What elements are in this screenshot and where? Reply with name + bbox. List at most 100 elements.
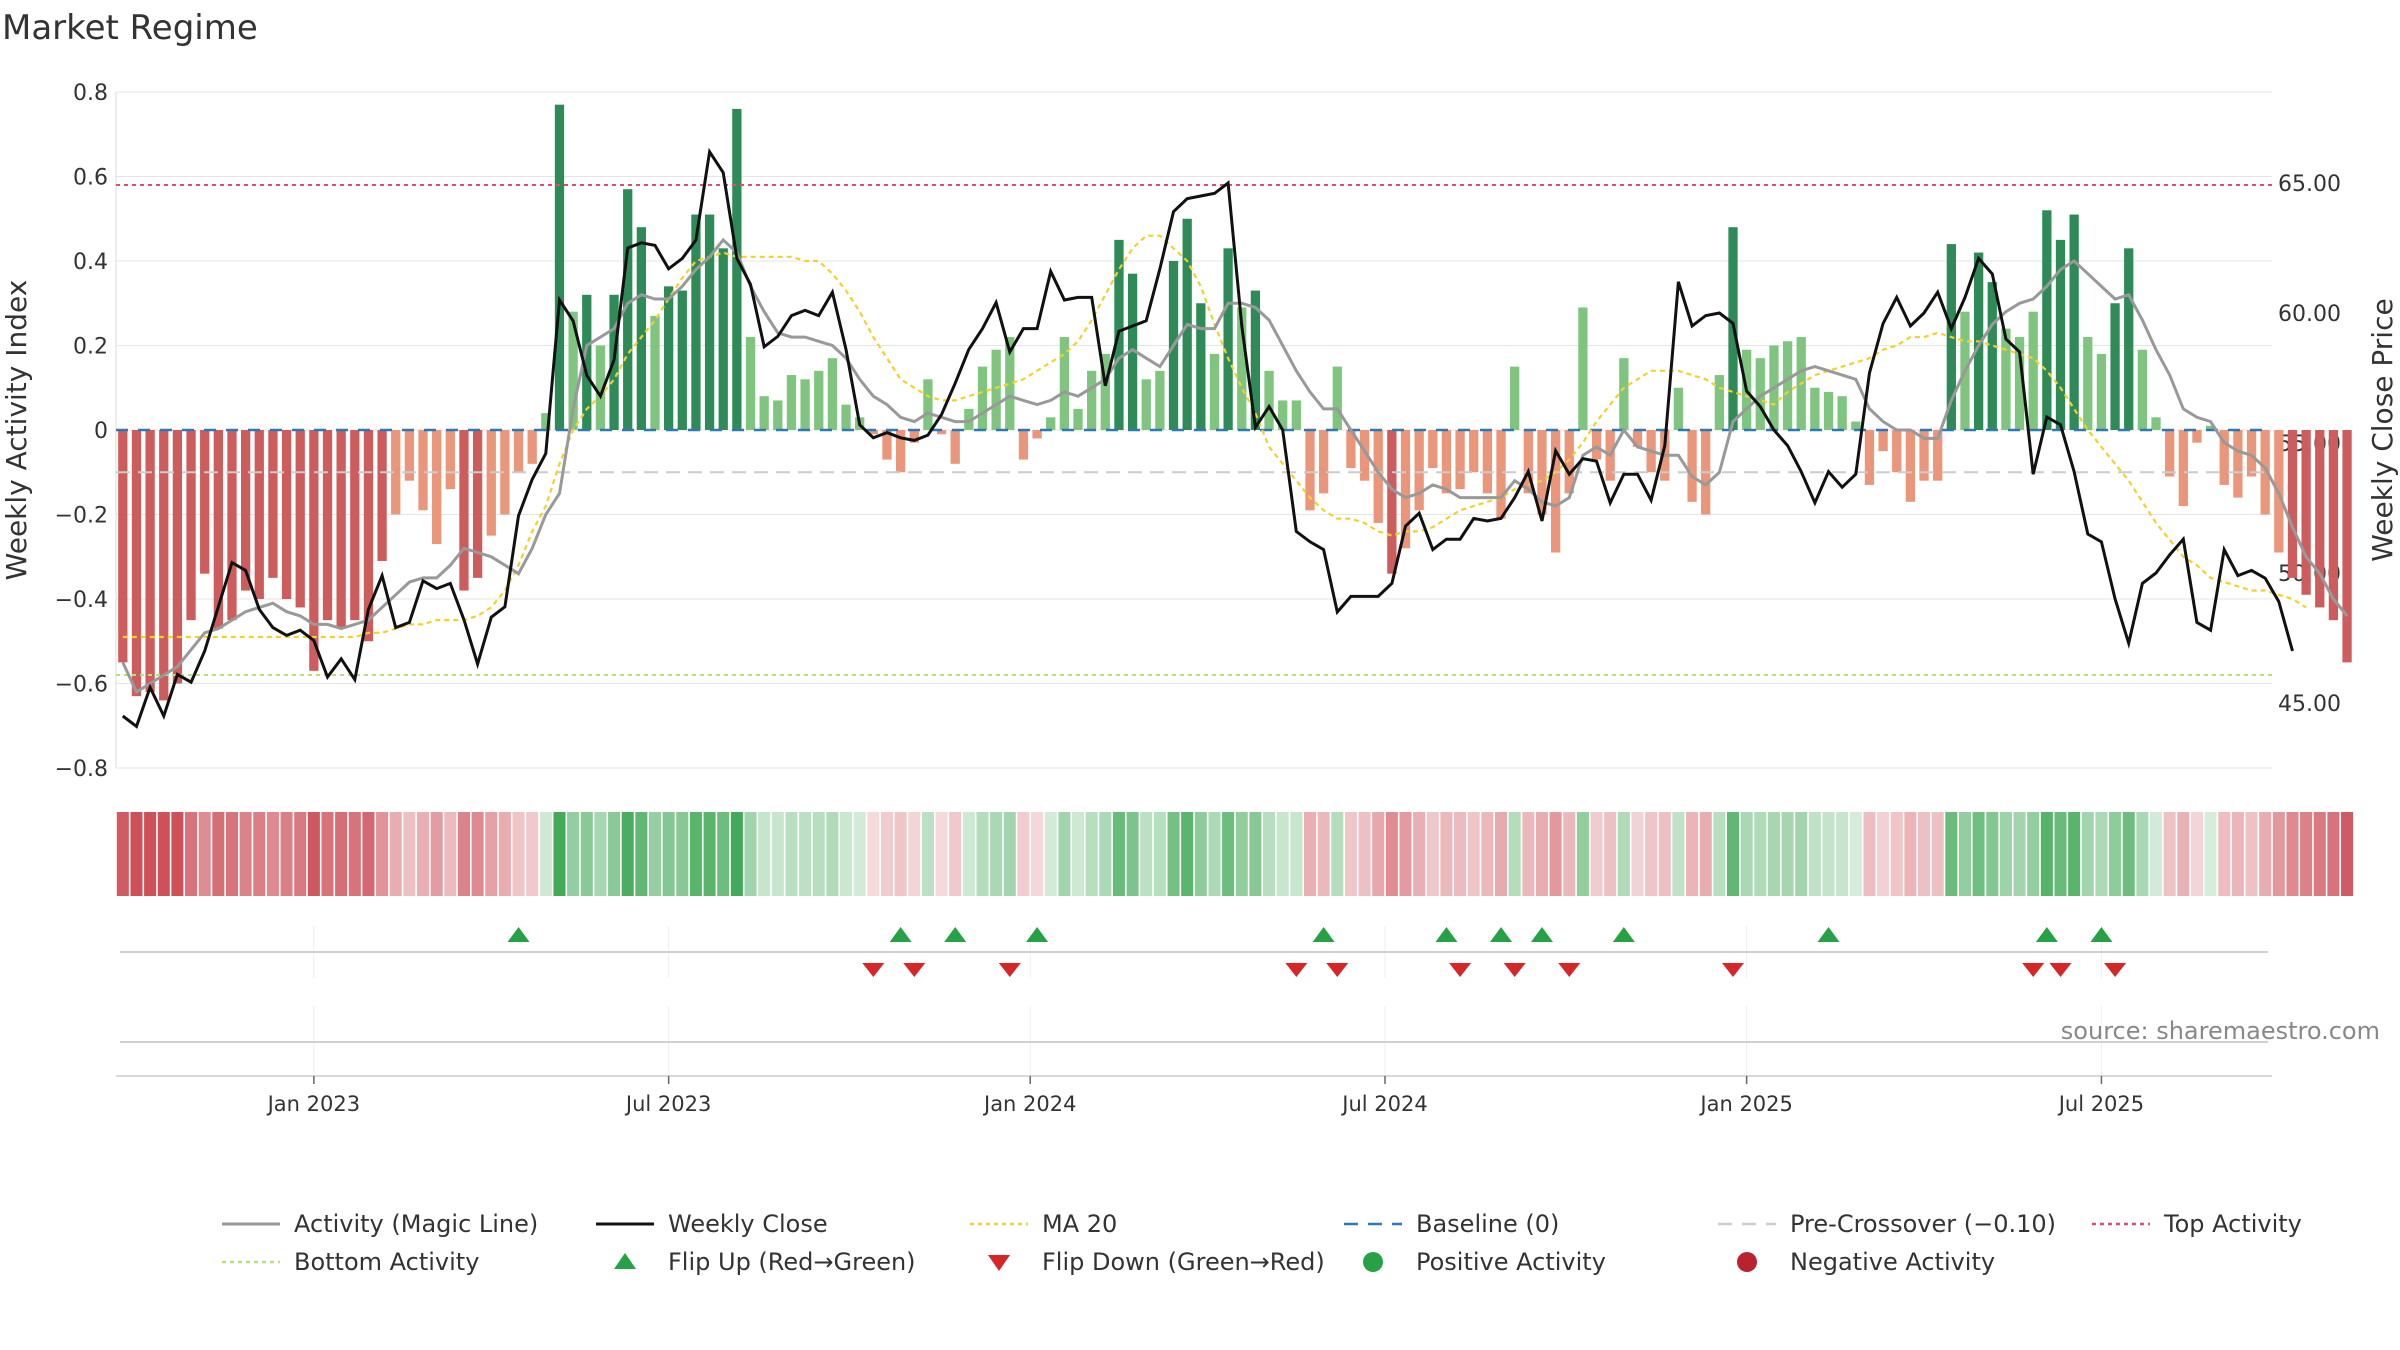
activity-bar [2315, 430, 2325, 608]
heat-strip-cell [2163, 812, 2176, 896]
activity-bar [363, 430, 374, 642]
heat-strip-cell [2313, 812, 2326, 896]
activity-bar [1414, 430, 1424, 511]
activity-bar [1141, 379, 1151, 430]
left-tick-label: 0.2 [73, 335, 108, 360]
activity-bar [1482, 430, 1493, 494]
activity-bar [2301, 430, 2311, 595]
heat-strip-cell [648, 812, 662, 896]
heat-strip-cell [1167, 812, 1180, 896]
heat-strip-cell [1358, 812, 1371, 896]
left-tick-label: −0.6 [55, 673, 108, 698]
heat-strip-cell [853, 812, 866, 896]
activity-bar [1892, 430, 1902, 473]
heat-strip-cell [2177, 812, 2190, 896]
heat-strip-cell [1071, 812, 1085, 896]
heat-strip-cell [362, 812, 375, 896]
activity-bar [2233, 430, 2243, 498]
activity-bar [1278, 400, 1288, 430]
activity-bar [2028, 311, 2038, 430]
heat-strip-cell [1003, 812, 1016, 896]
activity-bar [1196, 303, 1206, 430]
activity-bar [650, 315, 660, 430]
activity-bar [2219, 430, 2229, 485]
activity-bar [936, 430, 947, 435]
activity-bar [1400, 430, 1411, 549]
activity-bar [2014, 337, 2025, 430]
activity-bar [1687, 430, 1697, 502]
heat-strip-cell [1863, 812, 1876, 896]
flip-down-marker [998, 963, 1021, 977]
heat-strip-cell [1099, 812, 1112, 896]
flip-up-marker [1612, 927, 1635, 942]
legend-swatch [1737, 1252, 1757, 1272]
activity-bar [1905, 430, 1916, 502]
heat-strip-cell [2204, 812, 2217, 896]
activity-bar [950, 430, 960, 464]
heat-strip-cell [2327, 812, 2340, 896]
heat-strip-cell [1126, 812, 1139, 896]
x-tick-label: Jul 2023 [624, 1092, 711, 1116]
activity-bar [200, 430, 210, 574]
heat-strip-cell [1686, 812, 1699, 896]
heat-strip-cell [2109, 812, 2122, 896]
flip-down-marker [2049, 963, 2072, 977]
heat-strip-cell [2341, 812, 2354, 896]
heat-strip-cell [1467, 812, 1480, 896]
activity-bar [1591, 430, 1602, 460]
activity-bar [582, 294, 592, 430]
flip-up-marker [889, 927, 912, 942]
heat-strip-cell [635, 812, 648, 896]
flip-down-marker [1326, 963, 1349, 977]
heat-strip-cell [1249, 812, 1262, 896]
activity-bar [718, 248, 728, 430]
activity-bar [964, 408, 974, 430]
flip-down-marker [1722, 963, 1744, 977]
activity-bar [1455, 430, 1465, 490]
heat-strip-cell [1153, 812, 1166, 896]
heat-strip-cell [1808, 812, 1821, 896]
heat-strip-cell [1604, 812, 1617, 896]
heat-strip-cell [266, 812, 279, 896]
heat-strip-cell [130, 812, 143, 896]
activity-bar [459, 430, 469, 591]
heat-strip-cell [2286, 812, 2299, 896]
activity-bar [118, 430, 128, 663]
heat-strip-cell [1795, 812, 1808, 896]
heat-strip-cell [2081, 812, 2094, 896]
left-tick-label: 0 [94, 419, 108, 444]
heat-strip-cell [2259, 812, 2272, 896]
activity-bar [704, 214, 715, 430]
heat-strip-cell [2272, 812, 2285, 896]
activity-bar [2042, 210, 2052, 430]
heat-strip-cell [2054, 812, 2067, 896]
activity-bar [868, 430, 878, 435]
left-tick-label: −0.2 [55, 504, 108, 529]
activity-bar [773, 400, 783, 430]
activity-bar [1127, 273, 1138, 430]
heat-strip-cell [212, 812, 225, 896]
heat-strip-cell [2040, 812, 2053, 896]
heat-strip-cell [1017, 812, 1030, 896]
activity-bar [1291, 400, 1301, 430]
left-tick-label: −0.8 [55, 757, 108, 782]
heat-strip-cell [253, 812, 266, 896]
heat-strip-cell [880, 812, 893, 896]
heat-strip-cell [1904, 812, 1917, 896]
heat-strip-cell [594, 812, 607, 896]
left-tick-label: −0.4 [55, 588, 108, 613]
activity-bar [2328, 430, 2339, 621]
activity-bar [1100, 353, 1110, 430]
activity-bar [445, 430, 455, 490]
activity-bar [1578, 307, 1588, 430]
heat-strip-cell [485, 812, 498, 896]
activity-bar [268, 430, 278, 578]
activity-bar [732, 108, 742, 431]
activity-bar [895, 430, 906, 473]
activity-bar [254, 430, 264, 599]
activity-bar [568, 311, 578, 430]
activity-bar [1387, 430, 1397, 574]
activity-bar [350, 430, 360, 621]
flip-down-marker [2104, 963, 2127, 977]
